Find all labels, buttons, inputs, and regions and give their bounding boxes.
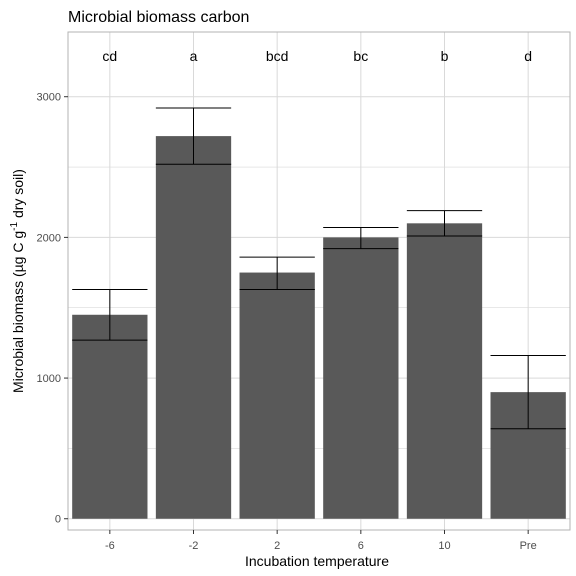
bar bbox=[72, 314, 148, 519]
y-tick-label: 1000 bbox=[37, 373, 61, 385]
x-tick-label: 6 bbox=[358, 540, 364, 552]
significance-letter: d bbox=[524, 48, 532, 64]
y-axis-label-superscript: -1 bbox=[9, 222, 20, 231]
y-axis-label-tail: dry soil) bbox=[10, 169, 26, 222]
panel-border bbox=[67, 31, 571, 531]
x-tick-label: Pre bbox=[520, 540, 537, 552]
significance-letter: a bbox=[190, 48, 198, 64]
bars bbox=[72, 136, 566, 519]
x-axis-label: Incubation temperature bbox=[245, 553, 389, 569]
x-tick-label: 2 bbox=[274, 540, 280, 552]
bar bbox=[155, 136, 232, 519]
chart-title: Microbial biomass carbon bbox=[68, 9, 249, 26]
significance-letter: cd bbox=[102, 48, 117, 64]
bar bbox=[323, 237, 399, 519]
significance-letter: b bbox=[441, 48, 449, 64]
x-tick-label: -2 bbox=[189, 540, 199, 552]
y-axis-label-base: Microbial biomass (µg C g bbox=[10, 231, 26, 393]
significance-letters: cd a bcd bc b d bbox=[102, 48, 532, 64]
y-axis-label: Microbial biomass (µg C g-1 dry soil) bbox=[9, 169, 26, 393]
significance-letter: bc bbox=[353, 48, 368, 64]
y-tick-label: 3000 bbox=[37, 92, 61, 104]
bar bbox=[239, 272, 315, 519]
y-axis-ticks: 0 1000 2000 3000 bbox=[37, 92, 68, 526]
error-bars bbox=[72, 107, 566, 430]
x-tick-label: 10 bbox=[438, 540, 450, 552]
x-axis-ticks: -6 -2 2 6 10 Pre bbox=[105, 530, 537, 552]
bar bbox=[406, 223, 483, 519]
y-tick-label: 2000 bbox=[37, 232, 61, 244]
x-tick-label: -6 bbox=[105, 540, 115, 552]
y-tick-label: 0 bbox=[55, 514, 61, 526]
significance-letter: bcd bbox=[266, 48, 289, 64]
